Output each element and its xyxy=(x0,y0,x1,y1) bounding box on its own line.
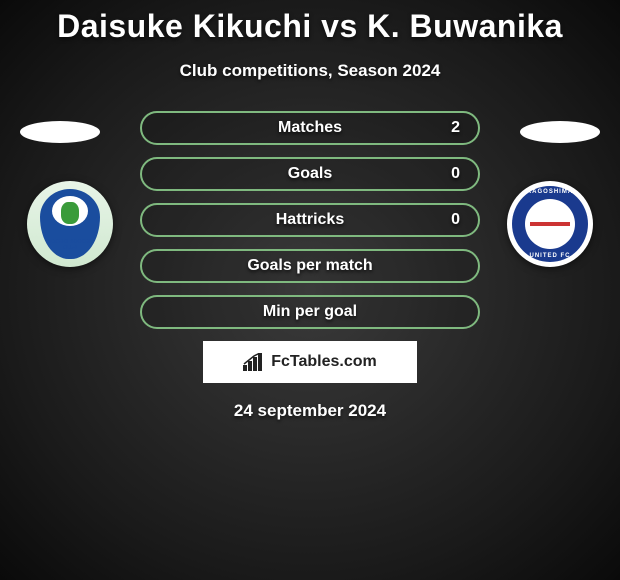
bar-chart-icon xyxy=(243,353,265,371)
stat-row-matches: Matches 2 xyxy=(140,111,480,145)
snapshot-date: 24 september 2024 xyxy=(0,401,620,421)
stat-label: Goals xyxy=(288,165,332,183)
kagoshima-badge-icon: KAGOSHIMA UNITED FC xyxy=(512,186,588,262)
stats-list: Matches 2 Goals 0 Hattricks 0 Goals per … xyxy=(140,111,480,329)
brand-text: FcTables.com xyxy=(271,353,377,371)
stat-value: 2 xyxy=(451,119,460,137)
crest-right-text-top: KAGOSHIMA xyxy=(527,189,573,195)
stat-value: 0 xyxy=(451,211,460,229)
player-left-placeholder xyxy=(20,121,100,143)
stat-row-min-per-goal: Min per goal xyxy=(140,295,480,329)
stat-label: Min per goal xyxy=(263,303,357,321)
stat-row-goals-per-match: Goals per match xyxy=(140,249,480,283)
comparison-title: Daisuke Kikuchi vs K. Buwanika xyxy=(0,0,620,45)
crest-right-text-bottom: UNITED FC xyxy=(530,253,571,259)
tochigi-shield-icon: TOCHIGI SOCCER CLUB xyxy=(40,189,100,259)
comparison-content: TOCHIGI SOCCER CLUB KAGOSHIMA UNITED FC … xyxy=(0,111,620,421)
stat-label: Matches xyxy=(278,119,342,137)
comparison-subtitle: Club competitions, Season 2024 xyxy=(0,61,620,81)
brand-attribution[interactable]: FcTables.com xyxy=(203,341,417,383)
stat-row-goals: Goals 0 xyxy=(140,157,480,191)
stat-label: Hattricks xyxy=(276,211,344,229)
player-right-placeholder xyxy=(520,121,600,143)
club-crest-right: KAGOSHIMA UNITED FC xyxy=(507,181,593,267)
stat-value: 0 xyxy=(451,165,460,183)
club-crest-left: TOCHIGI SOCCER CLUB xyxy=(27,181,113,267)
stat-row-hattricks: Hattricks 0 xyxy=(140,203,480,237)
crest-left-text: TOCHIGI SOCCER CLUB xyxy=(43,239,97,251)
stat-label: Goals per match xyxy=(247,257,372,275)
